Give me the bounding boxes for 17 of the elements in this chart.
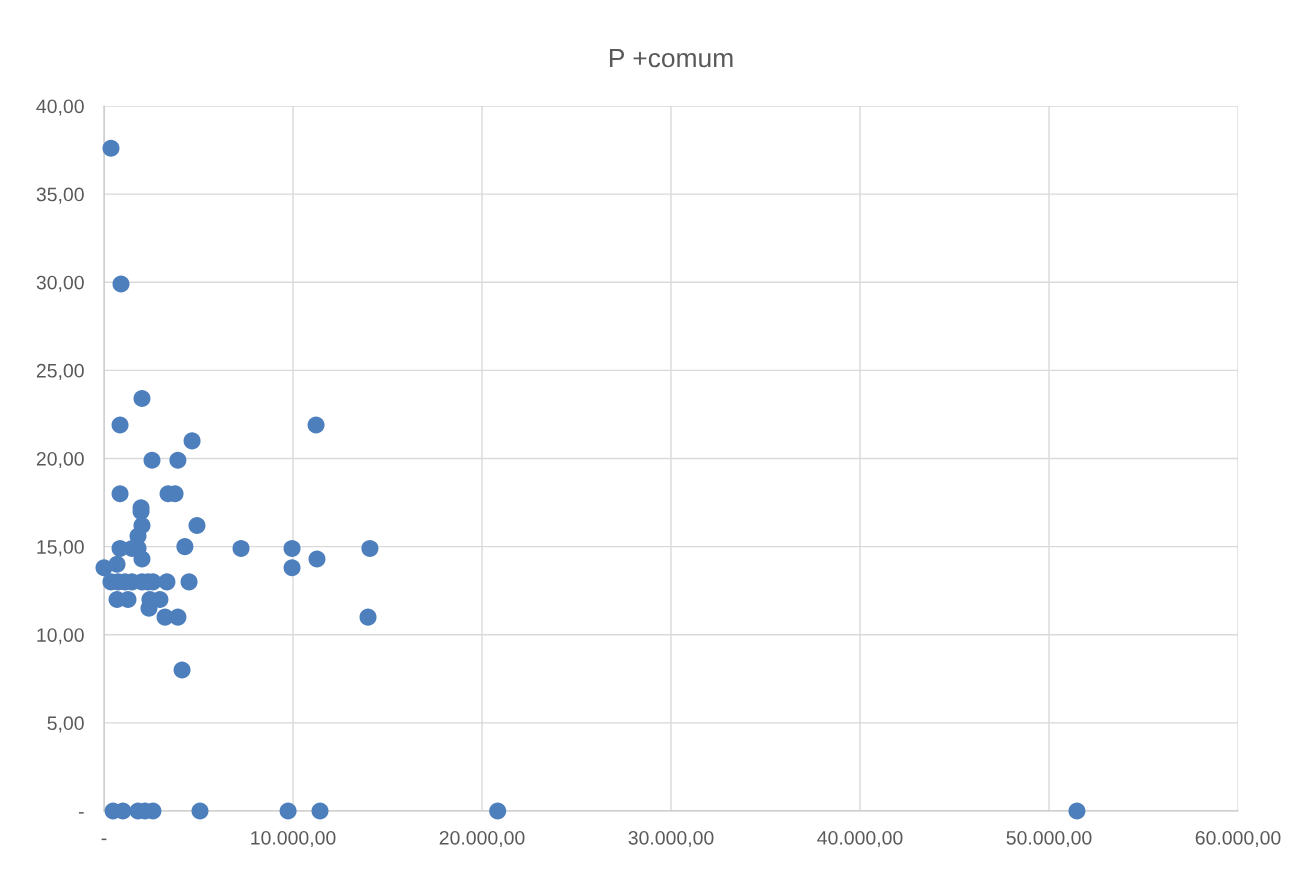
- x-tick-label: 60.000,00: [1195, 830, 1281, 848]
- y-tick-label: 20,00: [36, 451, 84, 469]
- y-tick-label: 10,00: [37, 628, 84, 645]
- x-tick-label: 10.000,00: [251, 830, 336, 848]
- chart-title: P +comum: [609, 48, 733, 68]
- y-tick-label: 30,00: [36, 275, 84, 292]
- x-tick-label: 50.000,00: [1006, 830, 1092, 848]
- x-tick-label: 20.000,00: [439, 830, 525, 848]
- x-tick-label: 30.000,00: [628, 830, 714, 848]
- y-tick-label: 25,00: [36, 363, 84, 380]
- y-tick-label: 5,00: [47, 716, 84, 733]
- y-tick-label: -: [78, 812, 84, 814]
- y-tick-label: 35,00: [36, 187, 84, 204]
- x-tick-label: -: [101, 838, 107, 841]
- y-tick-label: 15,00: [37, 540, 84, 557]
- x-tick-label: 40.000,00: [817, 830, 903, 848]
- y-tick-label: 40,00: [36, 99, 84, 116]
